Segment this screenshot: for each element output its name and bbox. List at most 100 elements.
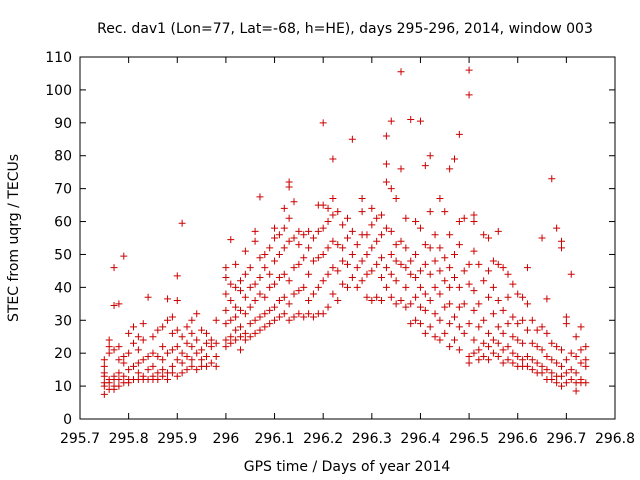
data-point <box>198 346 206 354</box>
data-point <box>139 336 147 344</box>
data-point <box>159 372 167 380</box>
data-point <box>402 264 410 272</box>
data-point <box>295 227 303 235</box>
data-point <box>485 293 493 301</box>
data-point <box>421 241 429 249</box>
data-point <box>436 195 444 203</box>
data-point <box>329 237 337 245</box>
data-point <box>271 316 279 324</box>
data-point <box>324 204 332 212</box>
data-point <box>397 297 405 305</box>
data-point <box>324 244 332 252</box>
data-point <box>241 329 249 337</box>
x-tick-label: 296.6 <box>498 431 538 447</box>
data-point <box>470 211 478 219</box>
data-point <box>358 208 366 216</box>
data-point <box>115 300 123 308</box>
data-point <box>144 352 152 360</box>
data-point <box>139 372 147 380</box>
data-point <box>387 270 395 278</box>
data-point <box>378 273 386 281</box>
y-tick-label: 50 <box>54 247 72 263</box>
data-point <box>455 241 463 249</box>
data-point <box>275 273 283 281</box>
data-point <box>577 323 585 331</box>
data-point <box>538 234 546 242</box>
data-point <box>266 270 274 278</box>
data-point <box>494 339 502 347</box>
data-point <box>543 366 551 374</box>
data-point <box>485 329 493 337</box>
data-point <box>553 224 561 232</box>
data-point <box>499 346 507 354</box>
y-tick-label: 0 <box>63 412 72 428</box>
y-tick-label: 20 <box>54 346 72 362</box>
data-point <box>305 310 313 318</box>
data-point <box>523 264 531 272</box>
data-point <box>562 320 570 328</box>
data-point <box>178 359 186 367</box>
data-point <box>115 343 123 351</box>
data-point <box>553 379 561 387</box>
data-point <box>266 244 274 252</box>
data-point <box>134 359 142 367</box>
data-point <box>305 244 313 252</box>
data-point <box>120 352 128 360</box>
data-point <box>100 362 108 370</box>
data-point <box>344 214 351 222</box>
data-point <box>455 218 463 226</box>
data-point <box>436 336 444 344</box>
data-point <box>441 277 449 285</box>
data-point <box>373 237 381 245</box>
data-point <box>251 316 259 324</box>
data-point <box>188 329 196 337</box>
data-point <box>553 343 561 351</box>
data-point <box>528 356 536 364</box>
data-point <box>314 254 322 262</box>
data-point <box>373 293 381 301</box>
x-tick-label: 296 <box>213 431 240 447</box>
data-point <box>334 208 342 216</box>
data-point <box>139 356 147 364</box>
data-point <box>251 227 259 235</box>
data-point <box>363 270 371 278</box>
data-point <box>300 313 308 321</box>
data-point <box>416 117 424 125</box>
data-point <box>475 260 483 268</box>
data-point <box>436 290 444 298</box>
data-point <box>251 329 259 337</box>
data-point <box>441 254 449 262</box>
data-point <box>426 152 434 160</box>
y-tick-label: 80 <box>54 149 72 165</box>
data-point <box>202 329 210 337</box>
data-point <box>280 204 288 212</box>
data-point <box>164 295 172 303</box>
data-point <box>266 283 274 291</box>
data-point <box>125 366 133 374</box>
data-point <box>256 193 264 201</box>
data-point <box>548 339 556 347</box>
data-point <box>378 231 386 239</box>
data-point <box>387 117 395 125</box>
data-point <box>485 343 493 351</box>
data-point <box>241 247 249 255</box>
data-point <box>416 283 424 291</box>
data-point <box>489 310 497 318</box>
data-point <box>168 362 176 370</box>
data-point <box>455 303 463 311</box>
data-point <box>582 356 590 364</box>
data-point <box>324 218 332 226</box>
data-point <box>499 359 507 367</box>
data-point <box>528 339 536 347</box>
data-point <box>280 293 288 301</box>
data-point <box>110 301 118 309</box>
data-point <box>407 270 415 278</box>
data-point <box>446 165 454 173</box>
data-point <box>149 362 157 370</box>
data-point <box>412 316 420 324</box>
x-tick-label: 295.8 <box>109 431 149 447</box>
data-point <box>499 306 507 314</box>
data-point <box>115 356 123 364</box>
data-point <box>202 339 210 347</box>
